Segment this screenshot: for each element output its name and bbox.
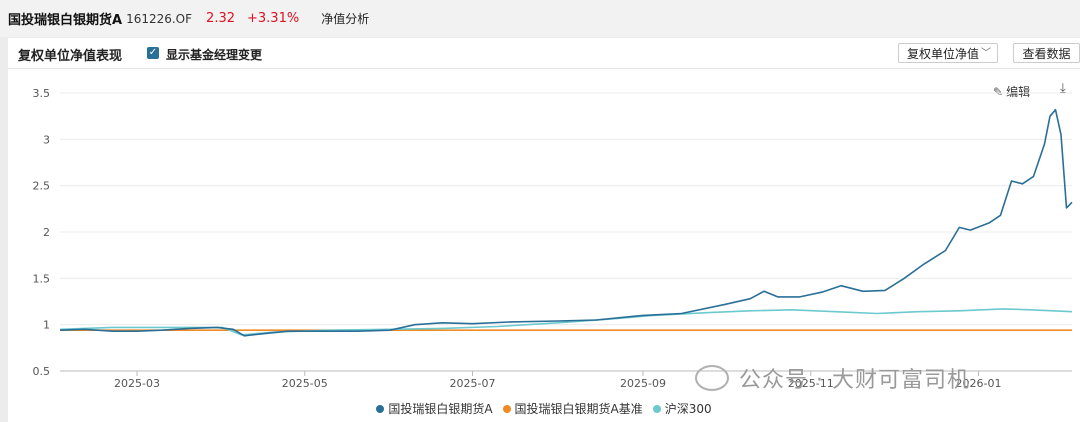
x-tick-label: 2026-01 xyxy=(956,377,1002,390)
chart-legend: 国投瑞银白银期货A 国投瑞银白银期货A基准 沪深300 xyxy=(8,400,1080,417)
edit-label: 编辑 xyxy=(1006,85,1031,99)
x-tick-label: 2025-03 xyxy=(114,377,160,390)
panel-title: 复权单位净值表现 xyxy=(18,49,123,64)
fund-code: 161226.OF xyxy=(126,11,193,26)
download-icon[interactable]: ⤓ xyxy=(1060,81,1066,96)
change-percent: +3.31% xyxy=(247,11,300,26)
y-tick-label: 1 xyxy=(43,319,50,332)
view-data-button[interactable]: 查看数据 xyxy=(1013,43,1080,63)
fund-header: 国投瑞银白银期货A 161226.OF 2.32 +3.31% 净值分析 xyxy=(0,0,1080,37)
chart-panel: 复权单位净值表现 ✓ 显示基金经理变更 复权单位净值 ﹀ 查看数据 ✎ 编辑 ⤓… xyxy=(8,38,1080,422)
edit-icon: ✎ xyxy=(993,84,1004,99)
manager-change-checkbox[interactable]: ✓ xyxy=(147,47,159,59)
legend-label: 沪深300 xyxy=(664,402,712,416)
nav-line-chart: 0.5 1 1.5 2 2.5 3 3.5 2025-03 2025-05 2025-07 2025… xyxy=(33,87,1073,390)
legend-label: 国投瑞银白银期货A基准 xyxy=(514,402,643,416)
nav-type-select[interactable]: 复权单位净值 ﹀ xyxy=(898,43,998,63)
nav-type-select-value: 复权单位净值 xyxy=(907,47,980,61)
series-line-0 xyxy=(59,108,1073,337)
fund-name: 国投瑞银白银期货A xyxy=(8,13,123,28)
legend-item[interactable]: 国投瑞银白银期货A xyxy=(376,400,493,417)
x-tick-label: 2025-05 xyxy=(282,377,328,390)
y-tick-label: 2.5 xyxy=(33,180,51,193)
panel-header: 复权单位净值表现 ✓ 显示基金经理变更 复权单位净值 ﹀ 查看数据 xyxy=(8,38,1080,69)
x-tick-label: 2025-11 xyxy=(788,377,834,390)
wechat-icon xyxy=(695,365,729,391)
x-tick-label: 2025-09 xyxy=(620,377,666,390)
y-tick-label: 2 xyxy=(43,226,50,239)
legend-dot xyxy=(652,404,661,413)
y-tick-label: 3 xyxy=(43,133,50,146)
watermark-text: 公众号 · 大财可富司机 xyxy=(739,368,970,393)
legend-item[interactable]: 国投瑞银白银期货A基准 xyxy=(502,400,643,417)
nav-value: 2.32 xyxy=(206,11,235,26)
legend-label: 国投瑞银白银期货A xyxy=(388,402,493,416)
y-tick-label: 1.5 xyxy=(33,272,51,285)
legend-dot xyxy=(376,404,385,413)
legend-dot xyxy=(502,404,511,413)
y-tick-label: 0.5 xyxy=(33,365,51,378)
x-tick-label: 2025-07 xyxy=(450,377,496,390)
chevron-down-icon: ﹀ xyxy=(981,48,991,59)
edit-button[interactable]: ✎ 编辑 xyxy=(993,83,1030,100)
watermark: 公众号 · 大财可富司机 xyxy=(695,362,970,394)
manager-change-label[interactable]: 显示基金经理变更 xyxy=(166,48,263,62)
y-tick-label: 3.5 xyxy=(33,87,51,100)
tab-nav-analysis[interactable]: 净值分析 xyxy=(321,12,370,26)
legend-item[interactable]: 沪深300 xyxy=(652,400,712,417)
